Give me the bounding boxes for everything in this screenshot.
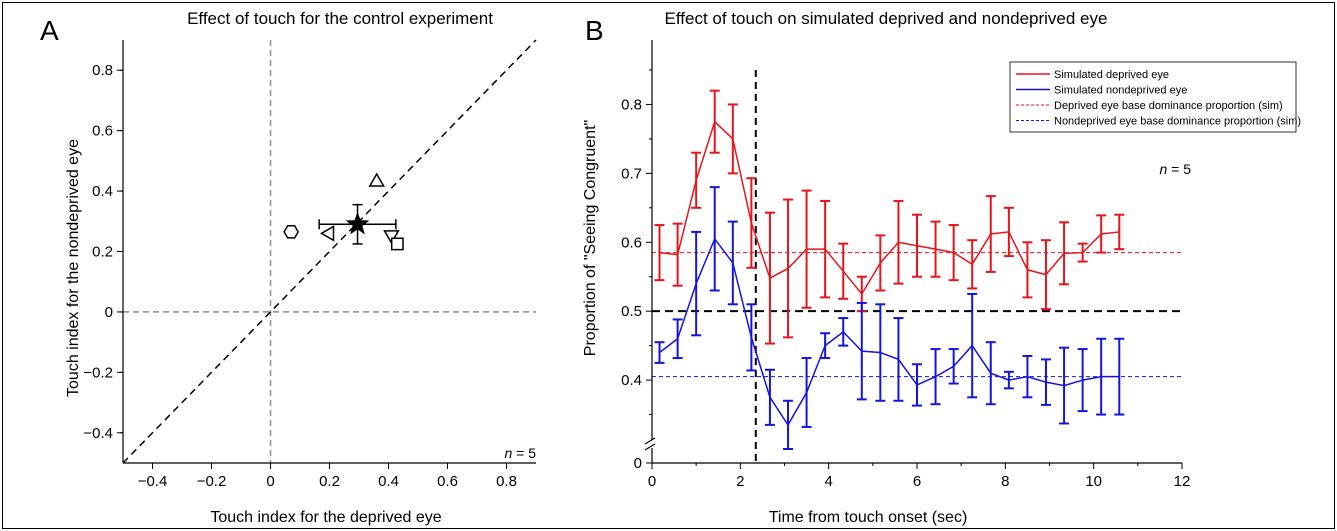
- x-tick-label: 0.2: [319, 473, 340, 490]
- x-tick-label: 0.4: [378, 473, 399, 490]
- panel-b-n-prefix: n: [1159, 161, 1167, 177]
- x-tick-label: 0.8: [496, 473, 517, 490]
- y-tick-label: 0.6: [92, 123, 113, 140]
- x-tick-label: 10: [1085, 473, 1102, 490]
- legend-label: Simulated nondeprived eye: [1054, 85, 1187, 97]
- x-tick-label: 6: [913, 473, 921, 490]
- y-tick-label: 0: [105, 304, 113, 321]
- panel-a-xlabel: Touch index for the deprived eye: [210, 509, 441, 526]
- panel-a-n-prefix: n: [504, 445, 512, 461]
- panel-b-xlabel: Time from touch onset (sec): [769, 509, 968, 526]
- series-line-1: [659, 237, 1120, 427]
- y-tick-label: −0.2: [83, 364, 113, 381]
- y-axis-break-mark: [644, 443, 656, 451]
- x-tick-label: 0: [648, 473, 656, 490]
- panel-a-ylabel: Touch index for the nondeprived eye: [65, 139, 82, 397]
- point-triangle-left: [320, 225, 335, 242]
- panel-a-n-annotation: n = 5: [504, 445, 536, 461]
- panel-b-line-chart: B Effect of touch on simulated deprived …: [582, 9, 1301, 526]
- y-tick-label: 0.2: [92, 244, 113, 261]
- x-tick-label: 0: [266, 473, 274, 490]
- y-tick-label: 0.8: [92, 62, 113, 79]
- y-tick-label: −0.4: [83, 425, 113, 442]
- x-tick-label: 0.6: [437, 473, 458, 490]
- panel-a-n-suffix: = 5: [512, 445, 536, 461]
- panel-b-n-suffix: = 5: [1167, 161, 1191, 177]
- y-axis-break-mark: [644, 437, 656, 445]
- panel-b-n-annotation: n = 5: [1159, 161, 1191, 177]
- panel-b-ylabel: Proportion of "Seeing Congruent": [582, 120, 599, 356]
- x-tick-label: 4: [824, 473, 832, 490]
- point-hexagon: [283, 225, 300, 239]
- panel-a-scatter: A Effect of touch for the control experi…: [40, 9, 537, 526]
- panel-b-letter: B: [585, 15, 604, 46]
- ref-line-identity: [122, 39, 537, 464]
- legend-label: Nondeprived eye base dominance proportio…: [1054, 116, 1301, 128]
- x-tick-label: −0.4: [138, 473, 168, 490]
- x-tick-label: 12: [1174, 473, 1191, 490]
- legend-label: Deprived eye base dominance proportion (…: [1054, 100, 1283, 112]
- y-tick-label: 0.8: [621, 96, 642, 113]
- legend-label: Simulated deprived eye: [1054, 69, 1169, 81]
- panel-a-letter: A: [40, 15, 59, 46]
- y-tick-label: 0.4: [621, 372, 642, 389]
- y-tick-label: 0.6: [621, 234, 642, 251]
- mean-star-marker: [345, 211, 370, 235]
- y-tick-label: 0.5: [621, 303, 642, 320]
- panel-b-title: Effect of touch on simulated deprived an…: [665, 9, 1108, 28]
- point-triangle-up: [368, 172, 385, 187]
- point-triangle-down: [383, 230, 400, 245]
- series-line-0: [659, 120, 1120, 296]
- x-tick-label: 8: [1001, 473, 1009, 490]
- y-tick-label-zero: 0: [634, 455, 642, 472]
- y-tick-label: 0.7: [621, 165, 642, 182]
- x-tick-label: −0.2: [197, 473, 227, 490]
- y-tick-label: 0.4: [92, 183, 113, 200]
- point-square: [390, 237, 404, 251]
- x-tick-label: 2: [736, 473, 744, 490]
- panel-a-title: Effect of touch for the control experime…: [187, 9, 493, 28]
- legend-box: [1009, 61, 1297, 133]
